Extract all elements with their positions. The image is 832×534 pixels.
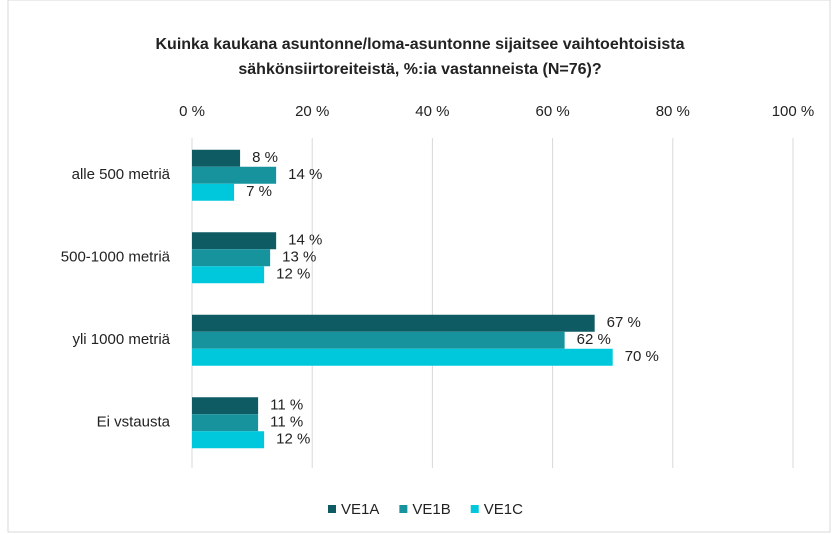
- bar: [192, 166, 277, 184]
- chart-title: Kuinka kaukana asuntonne/loma-asuntonne …: [155, 36, 684, 53]
- x-tick-label: 40 %: [415, 103, 449, 120]
- data-label: 70 %: [625, 348, 659, 365]
- bar: [192, 431, 265, 449]
- x-tick-label: 20 %: [295, 103, 329, 120]
- data-label: 13 %: [282, 249, 316, 266]
- data-label: 11 %: [270, 414, 303, 431]
- y-tick-label: Ei vstausta: [97, 414, 171, 431]
- bar: [192, 183, 235, 201]
- legend-swatch: [470, 505, 479, 513]
- data-label: 12 %: [276, 431, 310, 448]
- legend-label: VE1B: [412, 501, 450, 518]
- bar: [192, 232, 277, 250]
- bar: [192, 249, 271, 267]
- legend-label: VE1C: [484, 501, 523, 518]
- y-tick-label: 500-1000 metriä: [61, 249, 171, 266]
- data-label: 7 %: [246, 183, 272, 200]
- y-tick-label: alle 500 metriä: [72, 166, 171, 183]
- data-label: 67 %: [607, 314, 641, 331]
- y-tick-label: yli 1000 metriä: [72, 331, 170, 348]
- chart-title: sähkönsiirtoreiteistä, %:ia vastanneista…: [238, 61, 601, 78]
- bar: [192, 348, 613, 366]
- legend-swatch: [328, 505, 336, 513]
- bar: [192, 149, 241, 167]
- chart-frame: [7, 0, 831, 533]
- bar: [192, 397, 259, 415]
- data-label: 11 %: [270, 397, 303, 414]
- x-tick-label: 0 %: [179, 103, 205, 120]
- data-label: 14 %: [288, 166, 322, 183]
- data-label: 14 %: [288, 232, 322, 249]
- data-label: 12 %: [276, 266, 310, 283]
- legend-swatch: [399, 505, 408, 513]
- data-label: 62 %: [577, 331, 611, 348]
- x-tick-label: 80 %: [656, 103, 690, 120]
- data-label: 8 %: [252, 149, 278, 166]
- bar: [192, 314, 595, 332]
- bar: [192, 414, 259, 432]
- legend-label: VE1A: [341, 501, 379, 518]
- bar: [192, 266, 265, 284]
- bar: [192, 331, 565, 349]
- x-tick-label: 60 %: [535, 103, 569, 120]
- x-tick-label: 100 %: [772, 103, 815, 120]
